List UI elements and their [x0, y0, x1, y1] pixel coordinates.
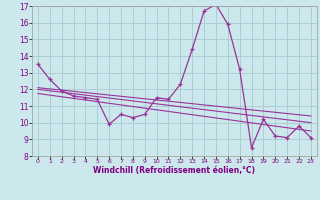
X-axis label: Windchill (Refroidissement éolien,°C): Windchill (Refroidissement éolien,°C)	[93, 166, 255, 175]
